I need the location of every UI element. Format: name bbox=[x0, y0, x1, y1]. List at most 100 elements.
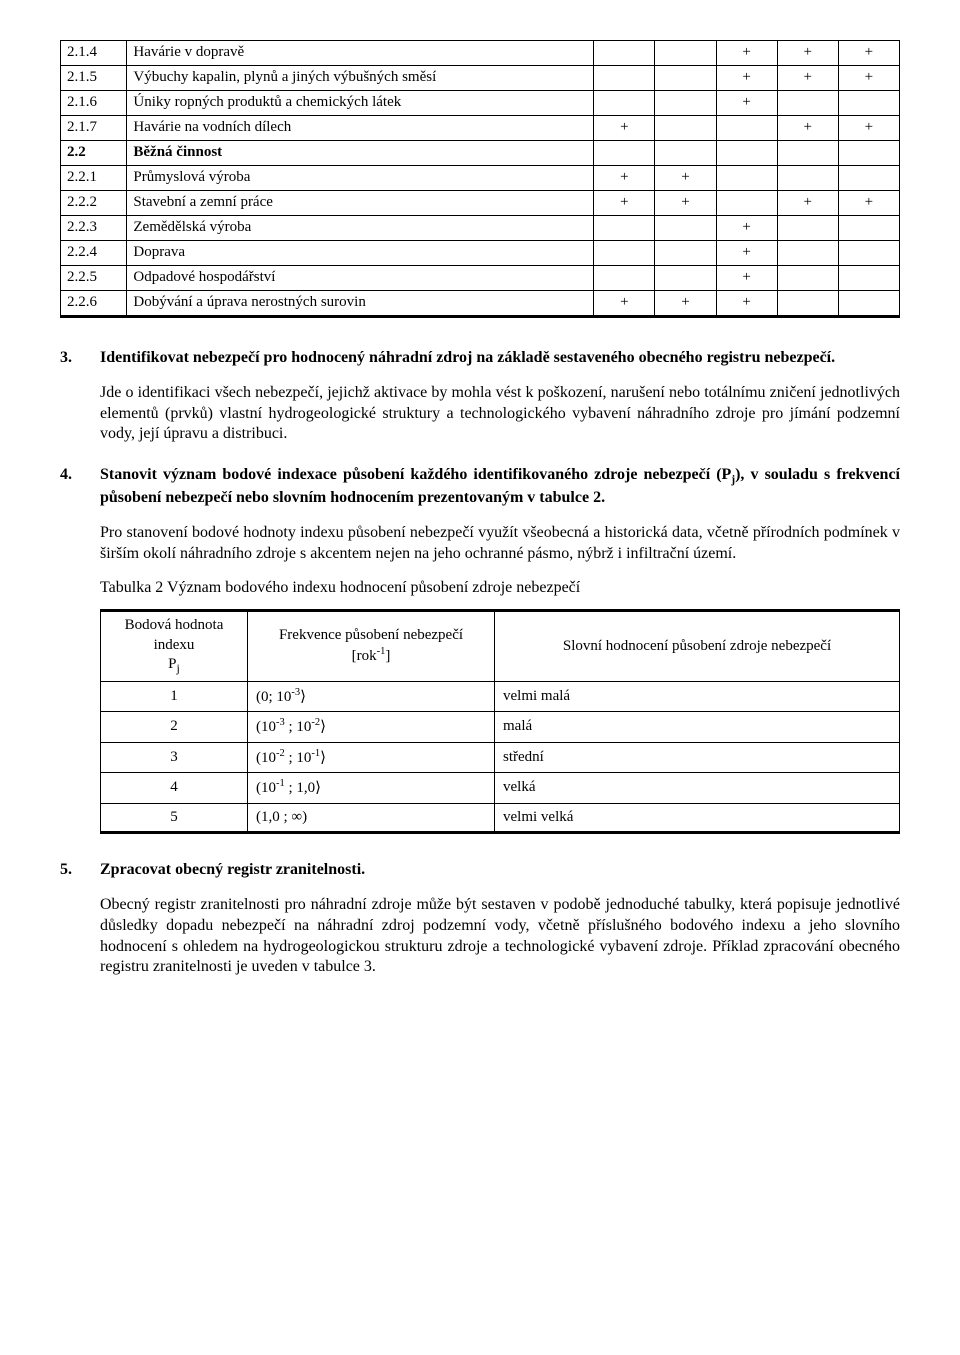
hazard-mark-cell: + bbox=[716, 291, 777, 317]
hazard-mark-cell: + bbox=[838, 191, 899, 216]
index-value-cell: 4 bbox=[101, 773, 248, 804]
hazard-row-label: Dobývání a úprava nerostných surovin bbox=[127, 291, 594, 317]
index-verbal-cell: velká bbox=[495, 773, 900, 804]
hazard-row-number: 2.1.4 bbox=[61, 41, 127, 66]
section-4-para1: Pro stanovení bodové hodnoty indexu půso… bbox=[100, 523, 900, 565]
hazard-mark-cell bbox=[594, 41, 655, 66]
hazard-mark-cell bbox=[777, 91, 838, 116]
hazard-row-label: Úniky ropných produktů a chemických láte… bbox=[127, 91, 594, 116]
section-5: 5. Zpracovat obecný registr zranitelnost… bbox=[60, 860, 900, 881]
hazard-mark-cell: + bbox=[716, 66, 777, 91]
index-value-cell: 5 bbox=[101, 803, 248, 833]
index-frequency-cell: (10-2 ; 10-1⟩ bbox=[248, 742, 495, 773]
index-table: Bodová hodnotaindexuPj Frekvence působen… bbox=[100, 609, 900, 834]
hazard-row-number: 2.2.4 bbox=[61, 241, 127, 266]
hazard-mark-cell bbox=[594, 91, 655, 116]
hazard-mark-cell: + bbox=[655, 291, 716, 317]
hazard-mark-cell: + bbox=[655, 191, 716, 216]
hazard-mark-cell: + bbox=[716, 41, 777, 66]
section-5-para: Obecný registr zranitelnosti pro náhradn… bbox=[100, 895, 900, 978]
hazard-mark-cell: + bbox=[594, 166, 655, 191]
index-value-cell: 1 bbox=[101, 681, 248, 712]
hazard-row-label: Zemědělská výroba bbox=[127, 216, 594, 241]
index-verbal-cell: střední bbox=[495, 742, 900, 773]
hazard-row-number: 2.2 bbox=[61, 141, 127, 166]
hazard-mark-cell bbox=[655, 266, 716, 291]
hazard-mark-cell bbox=[777, 266, 838, 291]
hazard-row-label: Havárie na vodních dílech bbox=[127, 116, 594, 141]
hazard-row-number: 2.1.7 bbox=[61, 116, 127, 141]
hazard-mark-cell: + bbox=[777, 116, 838, 141]
hazard-mark-cell bbox=[594, 216, 655, 241]
hazard-mark-cell bbox=[838, 91, 899, 116]
hazard-mark-cell: + bbox=[594, 291, 655, 317]
section-number: 3. bbox=[60, 348, 100, 369]
section-3-para: Jde o identifikaci všech nebezpečí, jeji… bbox=[100, 383, 900, 445]
hazard-mark-cell: + bbox=[838, 116, 899, 141]
hazard-mark-cell: + bbox=[594, 116, 655, 141]
index-value-cell: 3 bbox=[101, 742, 248, 773]
index-verbal-cell: velmi malá bbox=[495, 681, 900, 712]
hazard-mark-cell bbox=[838, 166, 899, 191]
hazard-row-number: 2.1.6 bbox=[61, 91, 127, 116]
hazard-row-number: 2.1.5 bbox=[61, 66, 127, 91]
hazard-mark-cell bbox=[594, 241, 655, 266]
hazard-row-number: 2.2.6 bbox=[61, 291, 127, 317]
hazard-row-label: Běžná činnost bbox=[127, 141, 594, 166]
index-header-value: Bodová hodnotaindexuPj bbox=[101, 611, 248, 682]
section-title: Stanovit význam bodové indexace působení… bbox=[100, 465, 900, 509]
hazard-mark-cell bbox=[594, 141, 655, 166]
section-4: 4. Stanovit význam bodové indexace působ… bbox=[60, 465, 900, 509]
hazard-mark-cell bbox=[655, 91, 716, 116]
hazard-mark-cell bbox=[655, 66, 716, 91]
hazard-row-label: Výbuchy kapalin, plynů a jiných výbušnýc… bbox=[127, 66, 594, 91]
hazard-mark-cell bbox=[655, 241, 716, 266]
section-title: Zpracovat obecný registr zranitelnosti. bbox=[100, 860, 365, 881]
hazard-mark-cell: + bbox=[838, 41, 899, 66]
index-frequency-cell: (10-1 ; 1,0⟩ bbox=[248, 773, 495, 804]
hazard-mark-cell bbox=[838, 291, 899, 317]
hazard-row-label: Průmyslová výroba bbox=[127, 166, 594, 191]
hazard-mark-cell bbox=[716, 166, 777, 191]
hazard-row-label: Odpadové hospodářství bbox=[127, 266, 594, 291]
hazard-mark-cell: + bbox=[716, 241, 777, 266]
index-frequency-cell: (0; 10-3⟩ bbox=[248, 681, 495, 712]
hazard-mark-cell bbox=[594, 66, 655, 91]
section-number: 4. bbox=[60, 465, 100, 509]
hazard-mark-cell bbox=[594, 266, 655, 291]
index-verbal-cell: velmi velká bbox=[495, 803, 900, 833]
hazard-mark-cell bbox=[777, 166, 838, 191]
hazard-mark-cell: + bbox=[716, 216, 777, 241]
hazard-mark-cell bbox=[777, 141, 838, 166]
hazard-mark-cell bbox=[777, 241, 838, 266]
hazard-row-label: Stavební a zemní práce bbox=[127, 191, 594, 216]
hazard-mark-cell: + bbox=[716, 266, 777, 291]
index-frequency-cell: (1,0 ; ∞) bbox=[248, 803, 495, 833]
index-frequency-cell: (10-3 ; 10-2⟩ bbox=[248, 712, 495, 743]
index-value-cell: 2 bbox=[101, 712, 248, 743]
hazard-mark-cell bbox=[838, 141, 899, 166]
hazard-mark-cell bbox=[777, 216, 838, 241]
hazard-mark-cell bbox=[716, 191, 777, 216]
hazard-mark-cell: + bbox=[716, 91, 777, 116]
hazard-row-number: 2.2.1 bbox=[61, 166, 127, 191]
hazard-mark-cell: + bbox=[655, 166, 716, 191]
hazard-row-number: 2.2.2 bbox=[61, 191, 127, 216]
hazard-mark-cell bbox=[655, 116, 716, 141]
hazard-mark-cell bbox=[655, 216, 716, 241]
hazard-mark-cell bbox=[716, 116, 777, 141]
index-header-verbal: Slovní hodnocení působení zdroje nebezpe… bbox=[495, 611, 900, 682]
section-3: 3. Identifikovat nebezpečí pro hodnocený… bbox=[60, 348, 900, 369]
index-verbal-cell: malá bbox=[495, 712, 900, 743]
hazard-mark-cell bbox=[655, 41, 716, 66]
section-title: Identifikovat nebezpečí pro hodnocený ná… bbox=[100, 348, 835, 369]
hazard-mark-cell bbox=[716, 141, 777, 166]
index-header-frequency: Frekvence působení nebezpečí[rok-1] bbox=[248, 611, 495, 682]
hazard-mark-cell: + bbox=[777, 191, 838, 216]
hazard-row-label: Havárie v dopravě bbox=[127, 41, 594, 66]
hazard-mark-cell bbox=[655, 141, 716, 166]
hazard-mark-cell: + bbox=[777, 66, 838, 91]
hazard-table: 2.1.4Havárie v dopravě+++2.1.5Výbuchy ka… bbox=[60, 40, 900, 318]
hazard-mark-cell bbox=[838, 266, 899, 291]
hazard-row-number: 2.2.3 bbox=[61, 216, 127, 241]
